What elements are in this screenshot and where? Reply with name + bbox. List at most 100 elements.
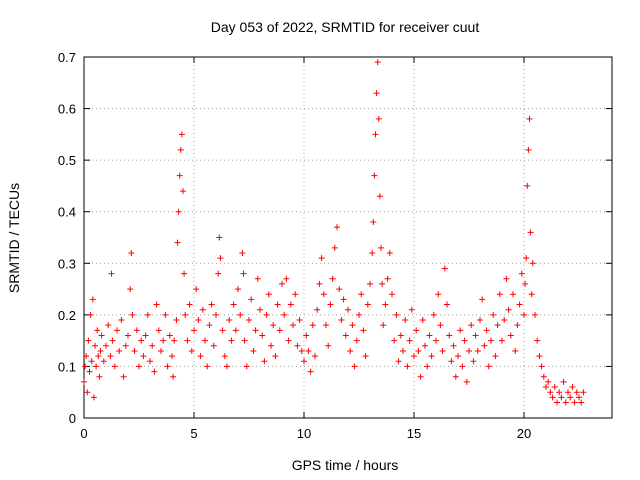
data-point	[349, 322, 356, 329]
data-marks	[81, 59, 587, 406]
data-point	[210, 342, 217, 349]
data-point	[560, 378, 567, 385]
data-point	[294, 342, 301, 349]
data-point	[186, 301, 193, 308]
data-point	[259, 332, 266, 339]
data-point	[501, 317, 508, 324]
x-tick-label: 15	[407, 426, 421, 441]
data-point	[576, 394, 582, 401]
data-point	[301, 358, 307, 365]
data-point	[138, 337, 145, 344]
data-point	[386, 249, 393, 256]
data-point	[549, 394, 556, 401]
data-point	[529, 260, 536, 267]
data-point	[474, 347, 481, 354]
data-point	[430, 311, 437, 318]
data-point	[518, 270, 525, 277]
data-point	[329, 275, 336, 282]
data-point	[243, 363, 250, 370]
data-point	[82, 363, 89, 370]
data-point	[573, 389, 580, 396]
data-point	[523, 255, 530, 262]
data-point	[116, 347, 123, 354]
data-point	[382, 301, 389, 308]
data-point	[178, 131, 185, 138]
data-point	[415, 347, 422, 354]
data-point	[235, 286, 241, 293]
data-point	[527, 229, 534, 236]
data-point	[151, 368, 158, 375]
data-point	[466, 347, 472, 354]
data-point	[393, 311, 400, 318]
data-point	[97, 347, 104, 354]
data-point	[426, 332, 433, 339]
data-point	[463, 378, 470, 385]
data-point	[283, 275, 290, 282]
data-point	[408, 306, 415, 313]
data-point	[505, 306, 512, 313]
data-point	[175, 208, 182, 215]
data-point	[384, 275, 391, 282]
data-point	[580, 389, 587, 396]
data-point	[318, 255, 325, 262]
data-point	[281, 311, 288, 318]
data-point	[364, 301, 371, 308]
data-point	[358, 291, 365, 298]
data-point	[118, 317, 125, 324]
data-point	[303, 332, 310, 339]
data-point	[534, 337, 541, 344]
data-point	[182, 311, 189, 318]
y-tick-label: 0.4	[58, 205, 76, 220]
data-point	[107, 353, 114, 360]
x-tick-label: 20	[517, 426, 531, 441]
data-point	[105, 322, 112, 329]
data-point	[147, 358, 153, 365]
data-point	[204, 363, 211, 370]
data-point	[95, 353, 102, 360]
data-point	[217, 255, 224, 262]
data-point	[274, 301, 281, 308]
data-point	[93, 363, 100, 370]
data-point	[439, 347, 446, 354]
data-point	[290, 322, 296, 329]
data-point	[569, 384, 576, 391]
data-point	[540, 373, 547, 380]
y-tick-label: 0.2	[58, 308, 76, 323]
data-point	[174, 239, 181, 246]
data-point	[499, 337, 505, 344]
data-point	[353, 337, 360, 344]
data-point	[155, 327, 162, 334]
data-point	[180, 188, 186, 195]
data-point	[411, 353, 417, 360]
data-point	[331, 244, 338, 251]
data-point	[512, 347, 519, 354]
grid-lines	[84, 57, 612, 418]
data-point	[206, 322, 213, 329]
data-point	[367, 280, 373, 287]
data-point	[250, 347, 257, 354]
data-point	[444, 301, 450, 308]
data-point	[543, 384, 549, 391]
data-point	[406, 337, 413, 344]
data-point	[98, 332, 105, 339]
data-point	[437, 322, 444, 329]
data-point	[536, 353, 543, 360]
data-point	[153, 301, 160, 308]
data-point	[551, 384, 558, 391]
data-point	[292, 291, 299, 298]
data-point	[378, 244, 384, 251]
data-point	[488, 337, 494, 344]
data-point	[248, 296, 255, 303]
data-point	[254, 275, 261, 282]
y-tick-label: 0	[69, 411, 76, 426]
data-point	[526, 115, 533, 122]
data-point	[88, 358, 95, 365]
data-point	[133, 327, 140, 334]
data-point	[372, 131, 379, 138]
data-point	[149, 342, 156, 349]
data-point	[111, 363, 118, 370]
data-point	[468, 322, 475, 329]
chart-title: Day 053 of 2022, SRMTID for receiver cuu…	[211, 19, 480, 35]
data-point	[188, 347, 195, 354]
y-tick-label: 0.3	[58, 256, 76, 271]
